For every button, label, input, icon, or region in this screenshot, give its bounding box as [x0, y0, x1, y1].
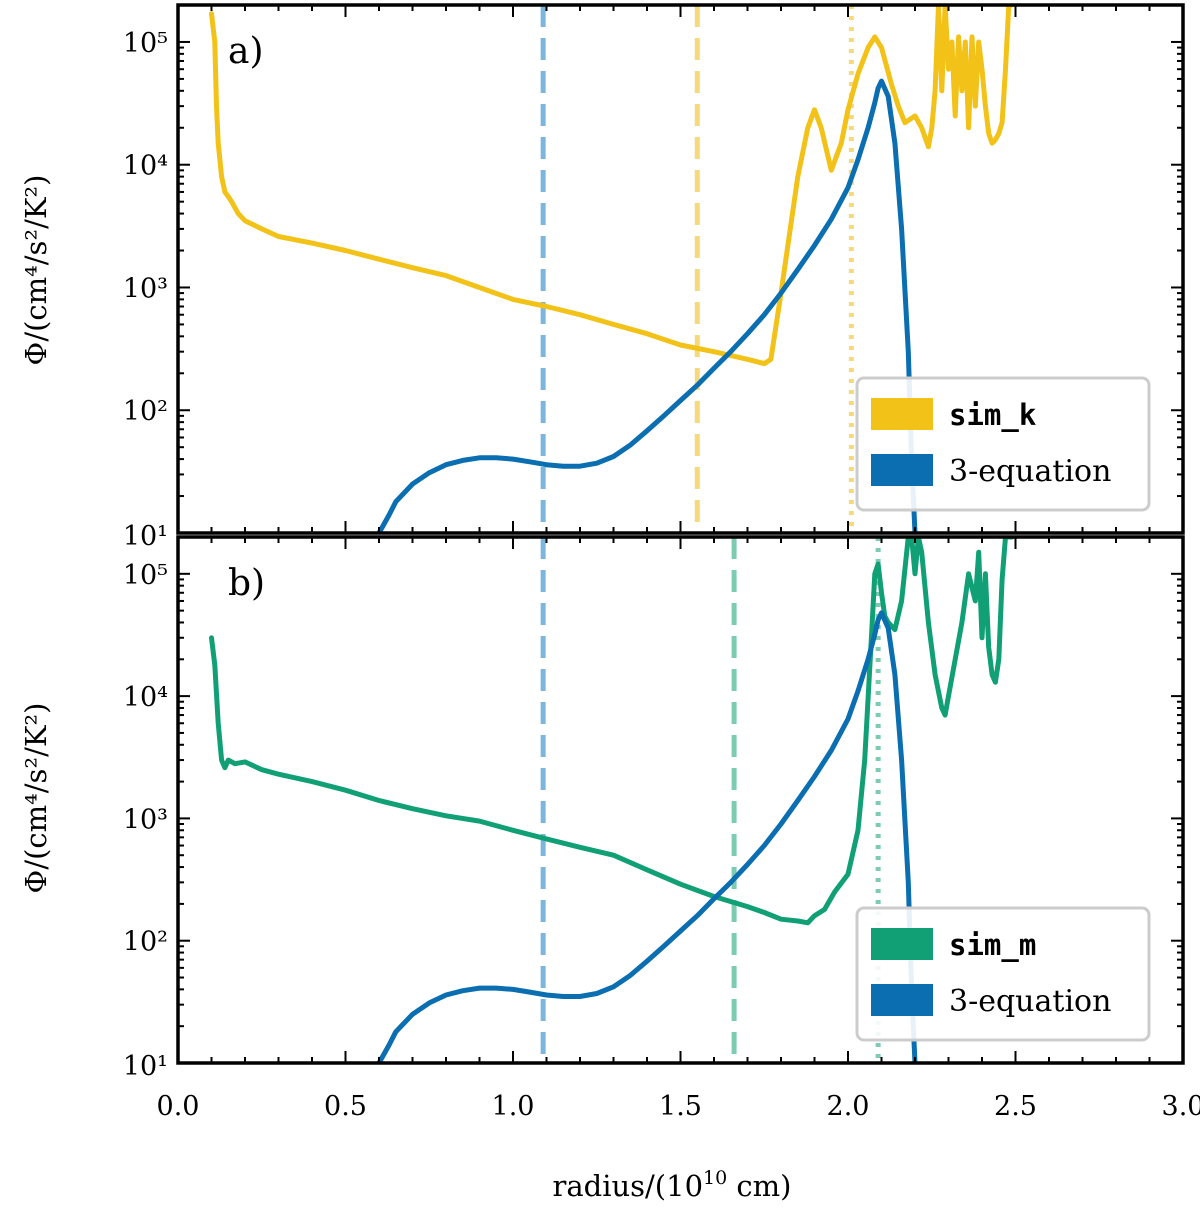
x-tick-label: 1.5	[659, 1091, 702, 1122]
y-tick-label: 10¹	[123, 1051, 168, 1082]
y-tick-label: 10⁵	[123, 560, 168, 591]
panel-label: a)	[228, 31, 264, 72]
y-tick-label: 10⁴	[123, 151, 168, 182]
panel-label: b)	[228, 563, 265, 604]
x-tick-label: 2.0	[827, 1091, 870, 1122]
legend-label-3-equation: 3-equation	[949, 984, 1111, 1019]
x-tick-label: 0.5	[324, 1091, 367, 1122]
legend: sim_k 3-equation	[855, 376, 1151, 512]
series-line-3-equation	[376, 610, 918, 1063]
y-axis-label-top: Φ/(cm⁴/s²/K²)	[19, 175, 53, 366]
y-tick-label: 10⁵	[123, 28, 168, 59]
panel-a: 10¹ 10² 10³ 10⁴ 10⁵ a) sim_k 3-equation	[123, 3, 1185, 552]
y-tick-label: 10³	[123, 273, 168, 304]
plot-area	[209, 537, 1015, 1063]
y-axis-label-bottom: Φ/(cm⁴/s²/K²)	[19, 703, 53, 894]
legend-swatch-sim_m	[871, 928, 933, 960]
x-axis-label-exponent: 10	[703, 1167, 727, 1189]
legend-label-sim_k: sim_k	[949, 398, 1036, 432]
x-tick-label: 2.5	[994, 1091, 1037, 1122]
plot-area	[209, 5, 1015, 533]
y-tick-label: 10¹	[123, 521, 168, 552]
legend-swatch-3-equation	[871, 984, 933, 1016]
y-tick-label: 10³	[123, 804, 168, 835]
x-tick-label: 0.0	[157, 1091, 200, 1122]
legend-swatch-3-equation	[871, 454, 933, 486]
series-line-sim_m	[209, 537, 1015, 926]
panel-b: 10¹ 10² 10³ 10⁴ 10⁵ 0.0 0.5 1.0 1.5 2.0 2.5 3.0 b) si…	[123, 535, 1200, 1122]
series-line-sim_k	[209, 5, 1015, 367]
x-axis-label: radius/(1010 cm)	[552, 1167, 791, 1203]
y-tick-label: 10²	[123, 396, 168, 427]
legend: sim_m 3-equation	[855, 906, 1151, 1042]
legend-label-3-equation: 3-equation	[949, 454, 1111, 489]
y-tick-label: 10²	[123, 927, 168, 958]
y-tick-label: 10⁴	[123, 682, 168, 713]
legend-swatch-sim_k	[871, 398, 933, 430]
x-tick-label: 3.0	[1162, 1091, 1200, 1122]
series-line-3-equation	[376, 78, 918, 533]
legend-label-sim_m: sim_m	[949, 928, 1036, 962]
x-tick-label: 1.0	[492, 1091, 535, 1122]
